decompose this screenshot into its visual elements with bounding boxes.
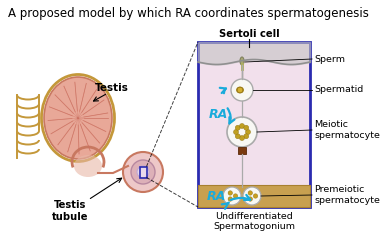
Circle shape (235, 125, 240, 130)
Circle shape (227, 117, 257, 147)
Bar (198, 185, 310, 207)
Text: RA: RA (206, 190, 226, 203)
Circle shape (131, 160, 155, 184)
Bar (198, 42, 310, 207)
Circle shape (243, 187, 261, 205)
Text: Sertoli cell: Sertoli cell (218, 29, 279, 39)
Ellipse shape (44, 77, 112, 159)
Circle shape (235, 134, 240, 139)
Circle shape (233, 194, 238, 198)
Circle shape (228, 191, 233, 195)
Circle shape (248, 197, 252, 201)
Text: Sperm: Sperm (314, 54, 345, 64)
Circle shape (231, 79, 253, 101)
Circle shape (223, 187, 241, 205)
Circle shape (244, 125, 249, 130)
Bar (139, 166, 147, 177)
Ellipse shape (240, 57, 244, 65)
Bar (238, 147, 246, 154)
Text: Spermatid: Spermatid (314, 86, 363, 94)
Circle shape (253, 194, 258, 198)
Text: A proposed model by which RA coordinates spermatogenesis: A proposed model by which RA coordinates… (8, 7, 369, 20)
Text: Undifferentiated
Spermatogonium: Undifferentiated Spermatogonium (213, 212, 295, 232)
Text: Testis
tubule: Testis tubule (52, 200, 88, 222)
Circle shape (137, 166, 149, 178)
Text: Testis: Testis (95, 83, 129, 93)
Circle shape (239, 124, 244, 128)
Circle shape (228, 197, 233, 201)
Circle shape (233, 130, 239, 134)
Circle shape (244, 134, 249, 139)
Text: Meiotic
spermatocyte: Meiotic spermatocyte (314, 120, 380, 140)
Ellipse shape (74, 155, 102, 177)
Text: RA: RA (208, 108, 228, 120)
Circle shape (123, 152, 163, 192)
Text: Premeiotic
spermatocyte: Premeiotic spermatocyte (314, 185, 380, 205)
Circle shape (248, 191, 252, 195)
Ellipse shape (236, 87, 244, 93)
Circle shape (239, 136, 244, 140)
Circle shape (245, 130, 250, 134)
Circle shape (237, 87, 243, 93)
